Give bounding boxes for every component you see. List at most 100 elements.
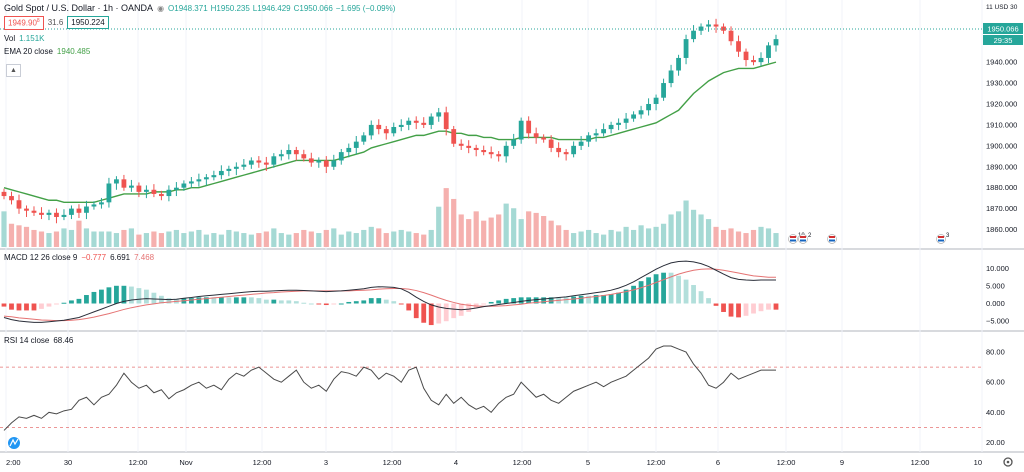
candle-body [706,24,711,27]
candle-body [136,185,142,192]
volume-bar [136,234,142,247]
collapse-legend-button[interactable]: ▲ [6,64,21,77]
macd-histogram-bar [39,303,44,309]
macd-histogram-bar [106,287,112,304]
volume-bar [98,231,105,247]
candle-body [563,152,569,155]
volume-bar [308,231,314,247]
candle-body [166,189,172,197]
candle-body [91,204,97,207]
macd-histogram-bar [608,294,614,304]
time-tick-label: 4 [454,458,458,467]
volume-legend[interactable]: Vol 1.151K [4,34,44,43]
candle-body [428,116,434,125]
candle-body [106,183,112,203]
candle-body [623,118,629,123]
volume-bar [316,233,322,247]
rsi-axis[interactable]: 80.00 60.00 40.00 20.00 [986,348,1005,447]
candle-body [391,127,397,134]
price-tick-label: 1940.000 [986,58,1017,67]
settings-gear-icon[interactable] [1003,457,1013,467]
rsi-legend[interactable]: RSI 14 close 68.46 [4,336,73,345]
volume-bar [113,233,120,247]
volume-bar [698,214,704,247]
macd-histogram-bar [683,279,689,304]
volume-bar [301,229,307,247]
macd-value: 6.691 [110,253,131,262]
price-tick-label: 1860.000 [986,225,1017,234]
sell-button[interactable]: 1949.908 [4,16,44,30]
volume-bar [256,233,262,247]
macd-histogram-bar [144,289,149,304]
candle-body [1,191,7,197]
candle-body [653,97,659,104]
macd-axis[interactable]: 10.000 5.000 0.000 −5.000 [986,264,1009,326]
volume-bar [593,233,599,247]
volume-bar [773,233,779,247]
candle-body [54,212,59,217]
volume-bar [346,231,352,247]
ema-legend[interactable]: EMA 20 close 1940.485 [4,47,90,56]
volume-bar [1,211,7,247]
price-axis[interactable]: 1940.000 1930.000 1920.000 1910.000 1900.000… [986,58,1017,234]
volume-bar [106,231,112,247]
candle-body [571,145,577,155]
candle-body [129,185,134,188]
candlesticks[interactable] [1,18,779,224]
candle-body [451,129,457,144]
volume-bar [361,229,367,247]
volume-bars [1,188,779,247]
volume-bar [151,231,157,247]
macd-histogram-bar [518,297,524,304]
volume-bar [383,233,389,247]
volume-bar [556,225,562,247]
macd-histogram-bar [129,286,134,304]
price-tick-label: 1910.000 [986,120,1017,129]
macd-histogram-bar [188,298,194,304]
time-tick-label: 12:00 [383,458,402,467]
candle-body [556,147,562,153]
candle-body [668,70,674,84]
ema-20-line [3,61,777,204]
candle-body [646,103,651,111]
candle-body [383,129,389,134]
macd-histogram-bar [713,303,719,306]
macd-histogram-bar [376,298,382,304]
macd-histogram-bar [593,295,599,304]
candle-body [436,112,442,117]
volume-bar [473,211,479,247]
macd-histogram-bar [84,295,89,304]
candle-body [683,39,689,58]
rsi-tick-label: 40.00 [986,408,1005,417]
candle-body [548,139,554,148]
macd-legend[interactable]: MACD 12 26 close 9 −0.777 6.691 7.468 [4,253,154,262]
volume-bar [218,234,224,247]
event-flag-icon[interactable] [827,234,837,244]
candle-body [308,158,314,163]
visibility-eye-icon[interactable]: ◉ [157,3,165,13]
buy-button[interactable]: 1950.224 [67,16,109,30]
candle-body [361,135,367,142]
volume-label: Vol [4,34,16,43]
candle-body [114,179,119,184]
time-tick-label: 2:00 [6,458,21,467]
macd-histogram-bar [496,300,502,304]
candle-body [271,156,277,165]
event-flag-icon[interactable]: 3 [936,233,951,244]
macd-histogram-bar [263,299,269,304]
trade-buttons[interactable]: 1949.908 31.6 1950.224 [4,16,109,30]
event-flag-icon[interactable]: 2 [798,233,813,244]
volume-bar [503,203,509,247]
volume-value: 1.151K [19,34,45,43]
volume-bar [683,200,689,247]
time-axis[interactable]: 2:00 30 12:00 Nov 12:00 3 12:00 4 12:00 5 12:00 6 12… [6,458,982,467]
ema-line [3,61,777,204]
candle-body [743,51,749,61]
candle-body [496,154,502,157]
candle-body [631,114,636,119]
volume-bar [601,234,607,247]
volume-bar [765,228,772,247]
symbol-legend[interactable]: Gold Spot / U.S. Dollar · 1h · OANDA ◉ O… [4,3,398,13]
